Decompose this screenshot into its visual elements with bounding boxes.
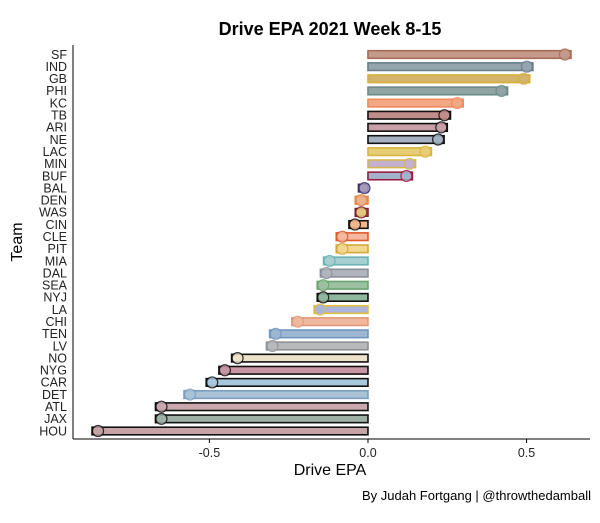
team-logo-icon-ten	[269, 327, 282, 340]
team-logo-icon-atl	[155, 400, 168, 413]
team-logo-icon-buf	[400, 169, 413, 183]
y-tick-label-nyj: NYJ	[43, 291, 67, 305]
y-tick-label-det: DET	[42, 388, 67, 402]
team-logo-icon-pit	[336, 242, 349, 255]
y-tick-labels: SFINDGBPHIKCTBARINELACMINBUFBALDENWASCIN…	[39, 48, 68, 438]
y-tick-label-ind: IND	[45, 60, 67, 74]
team-logo-icon-dal	[320, 267, 333, 280]
y-tick-label-dal: DAL	[43, 266, 67, 280]
team-logo-icon-ind	[520, 60, 534, 73]
y-tick-label-no: NO	[48, 351, 67, 365]
bar-car	[205, 377, 369, 388]
team-logo-icon-cle	[336, 230, 349, 243]
bars-layer	[91, 48, 572, 438]
y-tick-label-min: MIN	[44, 157, 67, 171]
team-logo-icon-lac	[419, 145, 432, 158]
y-tick-label-kc: KC	[50, 96, 67, 110]
team-logo-icon-min	[403, 157, 416, 170]
bar-lv	[265, 341, 369, 351]
y-tick-label-tb: TB	[51, 109, 67, 123]
y-tick-label-den: DEN	[41, 194, 67, 208]
y-tick-label-cin: CIN	[45, 218, 67, 232]
team-logo-icon-car	[206, 376, 219, 389]
team-logo-icon-kc	[451, 96, 464, 110]
bar-ind	[367, 62, 534, 72]
team-logo-icon-hou	[91, 424, 105, 438]
y-tick-label-sea: SEA	[42, 279, 68, 293]
team-logo-icon-jax	[155, 412, 168, 425]
y-tick-label-chi: CHI	[45, 315, 67, 329]
x-axis-title: Drive EPA	[294, 462, 367, 479]
y-tick-label-ten: TEN	[42, 327, 67, 341]
team-logo-icon-cin	[348, 218, 362, 231]
bar-hou	[91, 426, 369, 436]
bar-tb	[367, 110, 452, 120]
bar-sf	[367, 49, 572, 60]
bar-nyg	[218, 365, 369, 375]
team-logo-icon-nyj	[317, 291, 330, 304]
bar-atl	[154, 402, 369, 412]
team-logo-icon-was	[355, 206, 368, 219]
team-logo-icon-no	[231, 352, 244, 365]
y-tick-label-car: CAR	[41, 376, 67, 390]
y-tick-label-atl: ATL	[45, 400, 67, 414]
y-tick-label-lv: LV	[53, 339, 68, 353]
team-logo-icon-sea	[317, 279, 330, 292]
team-logo-icon-bal	[358, 182, 371, 195]
x-tick-label: -0.5	[199, 446, 221, 460]
team-logo-icon-det	[183, 388, 197, 401]
y-tick-label-phi: PHI	[46, 84, 67, 98]
bar-ten	[268, 329, 369, 339]
y-axis-title: Team	[9, 222, 26, 261]
y-tick-label-mia: MIA	[45, 254, 68, 268]
team-logo-icon-ari	[435, 121, 448, 134]
team-logo-icon-nyg	[218, 364, 231, 377]
x-tick-label: 0.5	[518, 446, 535, 460]
team-logo-icon-phi	[495, 84, 508, 98]
team-logo-icon-la	[313, 303, 327, 316]
y-tick-label-jax: JAX	[44, 412, 68, 426]
team-logo-icon-mia	[323, 254, 336, 268]
team-logo-icon-gb	[517, 72, 530, 85]
bar-jax	[154, 414, 369, 424]
y-tick-label-lac: LAC	[43, 145, 67, 159]
chart-caption: By Judah Fortgang | @throwthedamball	[362, 488, 591, 503]
bar-gb	[367, 74, 531, 84]
bar-no	[230, 353, 369, 363]
y-tick-label-was: WAS	[39, 206, 67, 220]
y-tick-label-pit: PIT	[48, 242, 68, 256]
y-tick-label-nyg: NYG	[40, 364, 67, 378]
y-tick-label-la: LA	[52, 303, 68, 317]
y-tick-label-cle: CLE	[43, 230, 67, 244]
bar-kc	[367, 98, 464, 108]
bar-det	[183, 389, 369, 400]
y-tick-label-sf: SF	[51, 48, 67, 62]
y-tick-label-ne: NE	[50, 133, 67, 147]
x-ticks: -0.5 0.0 0.5	[199, 439, 535, 460]
y-tick-label-ari: ARI	[46, 121, 67, 135]
y-tick-label-hou: HOU	[39, 424, 67, 438]
team-logo-icon-ne	[432, 133, 445, 146]
chart-title: Drive EPA 2021 Week 8-15	[219, 19, 442, 39]
y-tick-label-buf: BUF	[42, 169, 67, 183]
y-tick-label-gb: GB	[49, 72, 67, 86]
team-logo-icon-lv	[266, 339, 279, 353]
x-tick-label: 0.0	[359, 446, 376, 460]
team-logo-icon-tb	[438, 109, 451, 122]
team-logo-icon-chi	[291, 315, 304, 328]
bar-phi	[367, 86, 509, 96]
team-logo-icon-den	[355, 194, 368, 207]
team-logo-icon-sf	[558, 48, 572, 61]
y-tick-label-bal: BAL	[43, 181, 67, 195]
